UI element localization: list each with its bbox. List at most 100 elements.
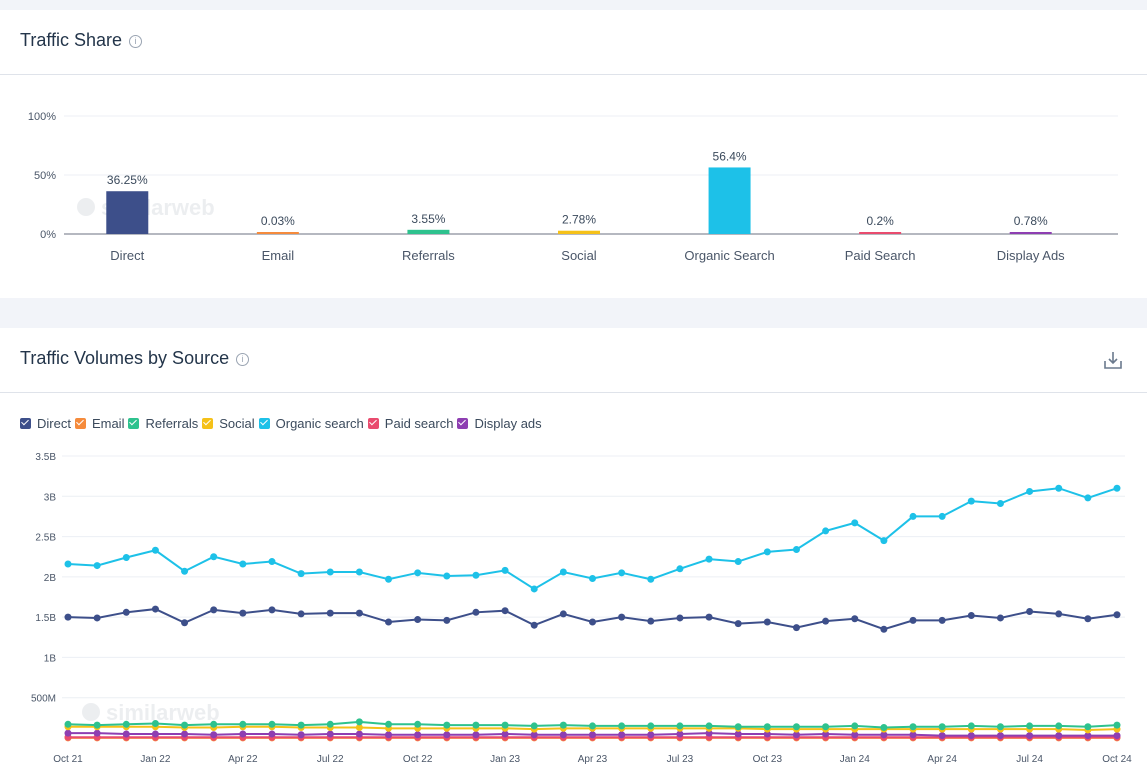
data-point[interactable] xyxy=(297,610,305,618)
data-point[interactable] xyxy=(734,730,742,738)
data-point[interactable] xyxy=(1084,494,1092,502)
bar[interactable] xyxy=(558,230,600,234)
data-point[interactable] xyxy=(239,609,247,617)
data-point[interactable] xyxy=(443,731,451,739)
info-icon[interactable]: i xyxy=(236,352,250,366)
data-point[interactable] xyxy=(268,606,276,614)
data-point[interactable] xyxy=(326,730,334,738)
data-point[interactable] xyxy=(1084,615,1092,623)
data-point[interactable] xyxy=(122,730,130,738)
data-point[interactable] xyxy=(1113,484,1121,492)
info-icon[interactable]: i xyxy=(129,34,143,48)
bar[interactable] xyxy=(106,191,149,234)
data-point[interactable] xyxy=(239,720,247,728)
data-point[interactable] xyxy=(822,527,830,535)
data-point[interactable] xyxy=(385,731,393,739)
data-point[interactable] xyxy=(880,537,888,545)
legend-item[interactable]: Email xyxy=(74,416,124,431)
data-point[interactable] xyxy=(122,720,130,728)
data-point[interactable] xyxy=(1113,721,1121,729)
data-point[interactable] xyxy=(1026,732,1034,740)
data-point[interactable] xyxy=(385,720,393,728)
data-point[interactable] xyxy=(151,605,159,613)
data-point[interactable] xyxy=(909,731,917,739)
data-point[interactable] xyxy=(792,545,800,553)
data-point[interactable] xyxy=(705,555,713,563)
data-point[interactable] xyxy=(355,609,363,617)
data-point[interactable] xyxy=(851,615,859,623)
data-point[interactable] xyxy=(763,548,771,556)
data-point[interactable] xyxy=(734,558,742,566)
data-point[interactable] xyxy=(501,566,509,574)
legend-item[interactable]: Referrals xyxy=(128,416,198,431)
data-point[interactable] xyxy=(676,722,684,730)
data-point[interactable] xyxy=(414,720,422,728)
data-point[interactable] xyxy=(967,612,975,620)
bar[interactable] xyxy=(407,229,450,234)
data-point[interactable] xyxy=(297,570,305,578)
data-point[interactable] xyxy=(385,618,393,626)
data-point[interactable] xyxy=(472,608,480,616)
data-point[interactable] xyxy=(530,722,538,730)
data-point[interactable] xyxy=(938,616,946,624)
data-point[interactable] xyxy=(909,512,917,520)
data-point[interactable] xyxy=(93,729,101,737)
data-point[interactable] xyxy=(297,721,305,729)
data-point[interactable] xyxy=(1026,608,1034,616)
data-point[interactable] xyxy=(559,610,567,618)
data-point[interactable] xyxy=(501,721,509,729)
data-point[interactable] xyxy=(93,614,101,622)
data-point[interactable] xyxy=(589,574,596,582)
data-point[interactable] xyxy=(792,731,800,739)
checkbox-icon[interactable] xyxy=(457,418,469,429)
data-point[interactable] xyxy=(996,614,1004,622)
data-point[interactable] xyxy=(210,553,218,561)
data-point[interactable] xyxy=(763,618,771,626)
data-point[interactable] xyxy=(851,722,859,730)
data-point[interactable] xyxy=(326,609,334,617)
data-point[interactable] xyxy=(472,731,480,739)
data-point[interactable] xyxy=(938,723,946,731)
data-point[interactable] xyxy=(530,621,538,629)
data-point[interactable] xyxy=(938,512,946,520)
data-point[interactable] xyxy=(210,606,218,614)
data-point[interactable] xyxy=(909,723,917,731)
data-point[interactable] xyxy=(472,571,480,579)
data-point[interactable] xyxy=(618,722,626,730)
data-point[interactable] xyxy=(996,500,1004,508)
data-point[interactable] xyxy=(851,519,859,527)
data-point[interactable] xyxy=(1055,732,1063,740)
data-point[interactable] xyxy=(647,731,655,739)
data-point[interactable] xyxy=(181,730,189,738)
checkbox-icon[interactable] xyxy=(20,418,31,429)
data-point[interactable] xyxy=(1055,484,1063,492)
legend-item[interactable]: Display ads xyxy=(457,416,542,431)
checkbox-icon[interactable] xyxy=(367,418,379,429)
data-point[interactable] xyxy=(880,724,888,732)
data-point[interactable] xyxy=(1084,732,1092,740)
data-point[interactable] xyxy=(355,718,363,726)
data-point[interactable] xyxy=(472,721,480,729)
data-point[interactable] xyxy=(443,572,451,580)
data-point[interactable] xyxy=(64,720,72,728)
data-point[interactable] xyxy=(297,731,305,739)
data-point[interactable] xyxy=(792,624,800,632)
data-point[interactable] xyxy=(93,721,101,729)
data-point[interactable] xyxy=(705,613,713,621)
data-point[interactable] xyxy=(501,730,509,738)
data-point[interactable] xyxy=(414,616,422,624)
data-point[interactable] xyxy=(967,722,975,730)
data-point[interactable] xyxy=(1055,610,1063,618)
data-point[interactable] xyxy=(443,616,451,624)
data-point[interactable] xyxy=(1026,722,1034,730)
data-point[interactable] xyxy=(385,575,393,583)
data-point[interactable] xyxy=(676,565,684,573)
data-point[interactable] xyxy=(268,730,276,738)
data-point[interactable] xyxy=(647,722,655,730)
data-point[interactable] xyxy=(763,723,771,731)
data-point[interactable] xyxy=(355,730,363,738)
data-point[interactable] xyxy=(1113,732,1121,740)
data-point[interactable] xyxy=(355,724,363,732)
data-point[interactable] xyxy=(239,730,247,738)
data-point[interactable] xyxy=(210,731,218,739)
